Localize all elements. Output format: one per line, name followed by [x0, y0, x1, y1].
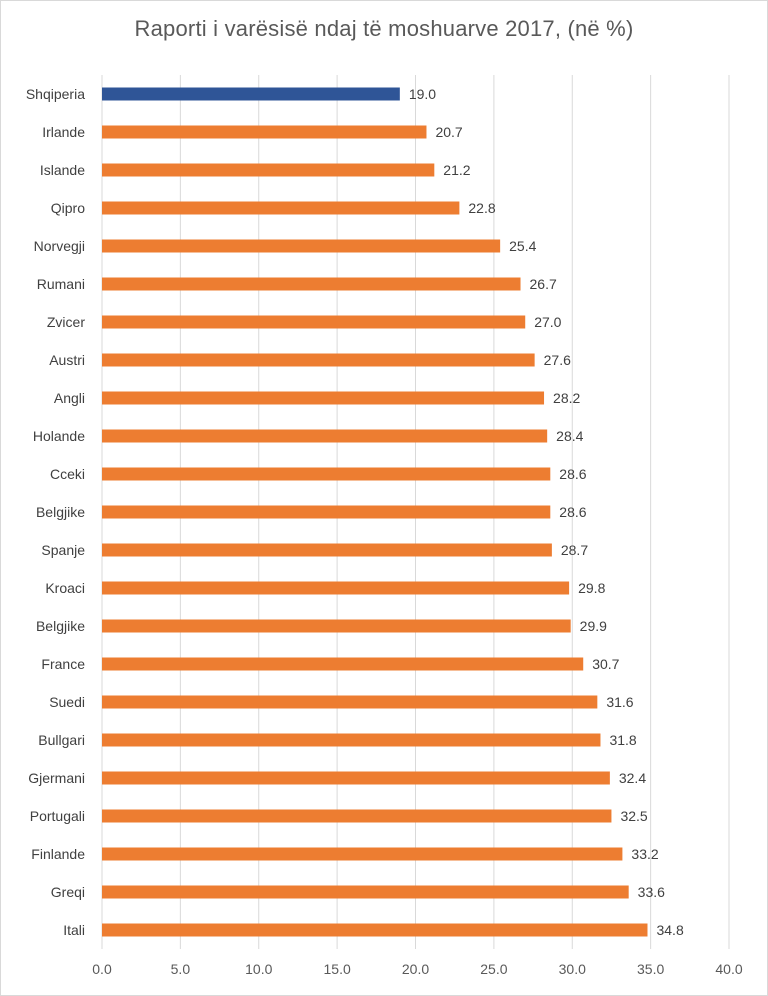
bar [102, 809, 612, 823]
data-label: 28.7 [561, 542, 588, 558]
category-label: France [41, 656, 85, 672]
category-label: Norvegji [34, 238, 85, 254]
bar [102, 771, 610, 785]
data-label: 28.2 [553, 390, 580, 406]
bar [102, 923, 648, 937]
data-label: 32.5 [620, 808, 647, 824]
x-tick-label: 15.0 [324, 961, 351, 977]
data-label: 19.0 [409, 86, 436, 102]
data-label: 22.8 [468, 200, 495, 216]
bar [102, 163, 435, 177]
x-tick-label: 30.0 [559, 961, 586, 977]
bar [102, 733, 601, 747]
category-label: Finlande [31, 846, 85, 862]
bar [102, 201, 460, 215]
category-label: Belgjike [36, 504, 85, 520]
bar [102, 505, 551, 519]
category-label: Rumani [37, 276, 85, 292]
data-label: 25.4 [509, 238, 536, 254]
x-tick-label: 35.0 [637, 961, 664, 977]
data-label: 27.6 [544, 352, 571, 368]
bar [102, 87, 400, 101]
bar [102, 885, 629, 899]
category-label: Itali [63, 922, 85, 938]
bar [102, 657, 584, 671]
data-label: 32.4 [619, 770, 646, 786]
data-label: 29.9 [580, 618, 607, 634]
data-label: 31.6 [606, 694, 633, 710]
bar [102, 277, 521, 291]
bar [102, 581, 570, 595]
data-label: 33.6 [638, 884, 665, 900]
data-label: 28.6 [559, 504, 586, 520]
data-label: 28.6 [559, 466, 586, 482]
bars [102, 87, 648, 937]
category-label: Belgjike [36, 618, 85, 634]
category-label: Portugali [30, 808, 85, 824]
data-label: 30.7 [592, 656, 619, 672]
x-tick-label: 25.0 [480, 961, 507, 977]
category-label: Islande [40, 162, 85, 178]
category-label: Suedi [49, 694, 85, 710]
x-tick-label: 10.0 [245, 961, 272, 977]
category-label: Gjermani [28, 770, 85, 786]
data-label: 27.0 [534, 314, 561, 330]
value-labels: 19.0 20.7 21.2 22.8 25.4 26.7 27.0 27.6 28.2 28.4… [409, 86, 684, 938]
chart-title: Raporti i varësisë ndaj të moshuarve 201… [134, 16, 634, 41]
category-label: Spanje [41, 542, 85, 558]
category-labels: Shqiperia Irlande Islande Qipro Norvegji Ruma… [26, 86, 85, 938]
data-label: 34.8 [656, 922, 683, 938]
data-label: 31.8 [609, 732, 636, 748]
bar [102, 315, 526, 329]
category-label: Angli [54, 390, 85, 406]
category-label: Greqi [51, 884, 85, 900]
x-tick-label: 0.0 [92, 961, 112, 977]
data-label: 33.2 [631, 846, 658, 862]
data-label: 21.2 [443, 162, 470, 178]
category-label: Bullgari [38, 732, 85, 748]
bar [102, 847, 623, 861]
x-tick-label: 20.0 [402, 961, 429, 977]
data-label: 26.7 [530, 276, 557, 292]
bar [102, 353, 535, 367]
bar [102, 695, 598, 709]
category-label: Austri [49, 352, 85, 368]
category-label: Cceki [50, 466, 85, 482]
bar [102, 125, 427, 139]
category-label: Kroaci [45, 580, 85, 596]
category-label: Irlande [42, 124, 85, 140]
data-label: 28.4 [556, 428, 583, 444]
category-label: Zvicer [47, 314, 85, 330]
bar [102, 467, 551, 481]
category-label: Holande [33, 428, 85, 444]
bar [102, 391, 545, 405]
bar [102, 619, 571, 633]
x-tick-label: 40.0 [715, 961, 742, 977]
data-label: 29.8 [578, 580, 605, 596]
x-tick-label: 5.0 [171, 961, 191, 977]
bar [102, 429, 548, 443]
category-label: Qipro [51, 200, 85, 216]
bar [102, 239, 501, 253]
bar [102, 543, 552, 557]
x-axis-ticks: 0.0 5.0 10.0 15.0 20.0 25.0 30.0 35.0 40.0 [92, 961, 743, 977]
data-label: 20.7 [435, 124, 462, 140]
category-label: Shqiperia [26, 86, 85, 102]
